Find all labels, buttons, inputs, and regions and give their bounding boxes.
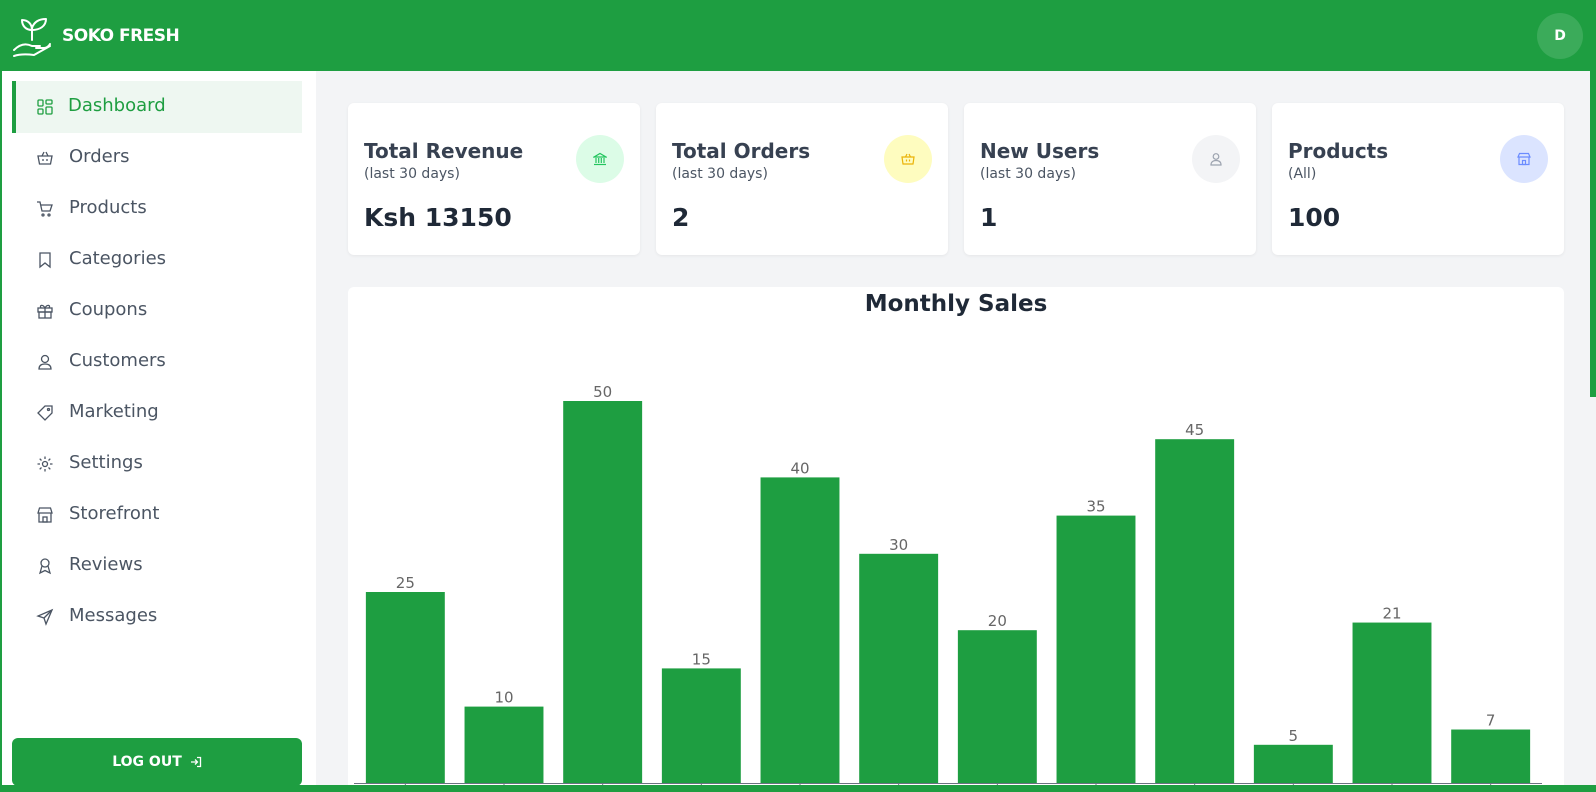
bar-data-label: 35 [1086, 498, 1105, 516]
logout-icon [190, 756, 201, 768]
sidebar-item-coupons[interactable]: Coupons [12, 285, 302, 337]
brand-name: SOKO FRESH [62, 26, 180, 46]
sidebar-item-label: Settings [69, 452, 143, 473]
bar-data-label: 30 [889, 536, 908, 554]
stat-card-revenue: Total Revenue (last 30 days) Ksh 13150 [348, 103, 640, 255]
sidebar-item-products[interactable]: Products [12, 183, 302, 235]
chart-bar[interactable] [859, 553, 939, 783]
chart-bar[interactable] [464, 706, 544, 783]
card-value: 100 [1288, 203, 1341, 232]
sidebar-item-label: Products [69, 197, 147, 218]
bar-data-label: 25 [396, 574, 415, 592]
tag-icon [37, 405, 53, 421]
cart-icon [37, 201, 53, 217]
sidebar-item-storefront[interactable]: Storefront [12, 489, 302, 541]
dashboard-icon [37, 99, 53, 115]
sidebar-item-dashboard[interactable]: Dashboard [12, 81, 302, 133]
bar-data-label: 50 [593, 383, 612, 401]
user-icon [38, 354, 52, 370]
send-icon [36, 608, 54, 626]
bar-data-label: 20 [988, 612, 1007, 630]
bar-data-label: 21 [1382, 605, 1401, 623]
chart-bar[interactable] [1056, 515, 1136, 783]
sidebar-item-label: Coupons [69, 299, 148, 320]
sidebar-item-label: Marketing [69, 401, 159, 422]
store-icon [37, 507, 53, 523]
stat-card-products: Products (All) 100 [1272, 103, 1564, 255]
scrollbar-thumb[interactable] [1590, 70, 1596, 397]
chart-bar[interactable] [1253, 744, 1333, 783]
leaf-hand-logo-icon [13, 18, 51, 57]
sidebar-item-label: Dashboard [68, 95, 166, 116]
sidebar-item-label: Categories [69, 248, 167, 269]
card-value: Ksh 13150 [364, 203, 512, 232]
sidebar-item-settings[interactable]: Settings [12, 438, 302, 490]
chart-bar[interactable] [1155, 439, 1235, 783]
ribbon-icon [38, 558, 52, 575]
gift-icon [37, 304, 53, 319]
chart-bar[interactable] [661, 668, 741, 783]
bar-data-label: 15 [692, 650, 711, 668]
user-icon [1192, 135, 1240, 183]
card-title: Products [1288, 139, 1389, 163]
logout-button[interactable]: LOG OUT [12, 738, 302, 786]
bar-data-label: 5 [1289, 727, 1299, 745]
sidebar-item-categories[interactable]: Categories [12, 234, 302, 286]
store-icon [1500, 135, 1548, 183]
bank-icon [576, 135, 624, 183]
card-subtitle: (All) [1288, 166, 1317, 182]
frame-border [0, 785, 1596, 792]
card-title: Total Revenue [364, 139, 524, 163]
bar-data-label: 10 [494, 689, 513, 707]
basket-icon [37, 151, 53, 165]
top-header: SOKO FRESH D [0, 0, 1596, 71]
sidebar-item-label: Messages [69, 605, 158, 626]
avatar[interactable]: D [1537, 13, 1583, 59]
card-subtitle: (last 30 days) [672, 166, 768, 182]
chart-bar[interactable] [563, 401, 643, 783]
card-value: 1 [980, 203, 998, 232]
sidebar-item-reviews[interactable]: Reviews [12, 540, 302, 592]
sidebar-item-orders[interactable]: Orders [12, 132, 302, 184]
sidebar: Dashboard Orders Products Categories Cou… [2, 71, 316, 786]
card-value: 2 [672, 203, 690, 232]
gear-icon [37, 456, 53, 472]
chart-bar[interactable] [365, 592, 445, 783]
monthly-sales-chart: Monthly Sales 25 10 50 15 40 30 20 35 45 5 21 7 [348, 287, 1564, 792]
basket-icon [884, 135, 932, 183]
sidebar-item-marketing[interactable]: Marketing [12, 387, 302, 439]
bar-data-label: 40 [790, 459, 809, 477]
sidebar-item-label: Storefront [69, 503, 160, 524]
bookmark-icon [39, 252, 51, 269]
sidebar-item-label: Reviews [69, 554, 143, 575]
stat-card-new-users: New Users (last 30 days) 1 [964, 103, 1256, 255]
bar-data-label: 7 [1486, 712, 1496, 730]
bar-chart: 25 10 50 15 40 30 20 35 45 5 21 7 [354, 383, 1542, 788]
card-title: New Users [980, 139, 1100, 163]
card-subtitle: (last 30 days) [364, 166, 460, 182]
logout-label: LOG OUT [112, 754, 182, 770]
card-subtitle: (last 30 days) [980, 166, 1076, 182]
card-title: Total Orders [672, 139, 811, 163]
sidebar-item-label: Orders [69, 146, 130, 167]
chart-title: Monthly Sales [864, 291, 1048, 317]
sidebar-item-customers[interactable]: Customers [12, 336, 302, 388]
chart-bar[interactable] [760, 477, 840, 783]
sidebar-item-label: Customers [69, 350, 166, 371]
sidebar-item-messages[interactable]: Messages [12, 591, 302, 643]
chart-bar[interactable] [1451, 729, 1531, 783]
frame-border [0, 0, 2, 792]
chart-bar[interactable] [1352, 622, 1432, 783]
bar-data-label: 45 [1185, 421, 1204, 439]
chart-bar[interactable] [957, 630, 1037, 783]
stat-card-orders: Total Orders (last 30 days) 2 [656, 103, 948, 255]
